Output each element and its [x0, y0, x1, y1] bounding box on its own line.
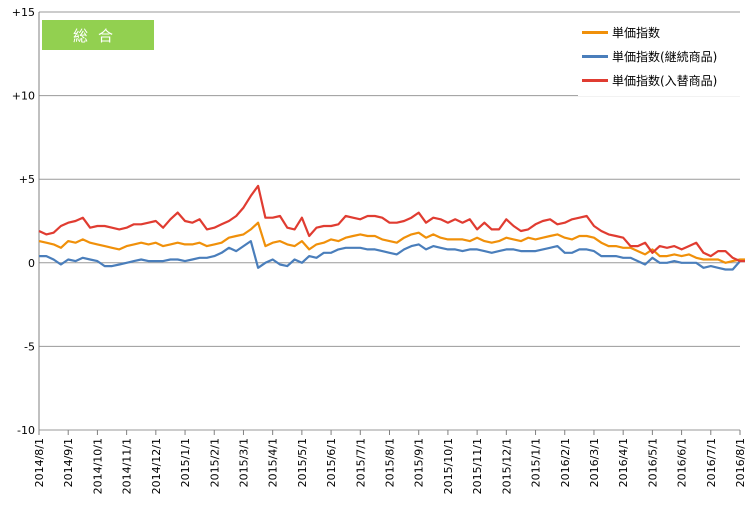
y-tick-label: +5 — [19, 173, 35, 186]
legend-label: 単価指数(継続商品) — [612, 49, 718, 64]
x-tick-label: 2015/1/1 — [179, 438, 192, 487]
x-tick-label: 2014/8/1 — [33, 438, 46, 487]
x-tick-label: 2016/3/1 — [588, 438, 601, 487]
x-tick-label: 2015/5/1 — [296, 438, 309, 487]
x-tick-label: 2016/2/1 — [559, 438, 572, 487]
legend-label: 単価指数(入替商品) — [612, 73, 718, 88]
y-tick-label: -10 — [17, 424, 35, 437]
x-tick-label: 2015/9/1 — [413, 438, 426, 487]
x-tick-label: 2016/6/1 — [676, 438, 689, 487]
x-axis: 2014/8/1 2014/9/1 2014/10/1 2014/11/1 2014/1… — [33, 430, 745, 494]
x-tick-label: 2015/1/1 — [530, 438, 543, 487]
x-tick-label: 2014/9/1 — [62, 438, 75, 487]
x-tick-label: 2016/5/1 — [646, 438, 659, 487]
x-tick-label: 2016/7/1 — [705, 438, 718, 487]
legend-item-continuing-products: 単価指数(継続商品) — [582, 48, 717, 64]
legend-label: 単価指数 — [612, 25, 661, 40]
y-tick-label: +15 — [12, 6, 35, 19]
legend-item-replacement-products: 単価指数(入替商品) — [582, 72, 717, 88]
series-line-0 — [38, 221, 745, 264]
x-tick-label: 2015/2/1 — [208, 438, 221, 487]
legend: 単価指数 単価指数(継続商品) 単価指数(入替商品) — [578, 14, 745, 96]
legend-swatch-blue — [582, 54, 608, 58]
series-line-1 — [39, 240, 745, 271]
y-axis: +15 +10 +5 0 -5 -10 — [12, 6, 40, 437]
legend-swatch-red — [582, 78, 608, 82]
y-tick-label: +10 — [12, 90, 35, 103]
series-line-2 — [38, 184, 745, 263]
x-tick-label: 2015/6/1 — [325, 438, 338, 487]
x-tick-label: 2015/10/1 — [442, 438, 455, 494]
x-tick-label: 2015/4/1 — [267, 438, 280, 487]
legend-swatch-orange — [582, 30, 608, 34]
x-tick-label: 2015/7/1 — [354, 438, 367, 487]
series-lines — [38, 184, 745, 271]
x-tick-label: 2016/4/1 — [617, 438, 630, 487]
legend-item-unit-price-index: 単価指数 — [582, 24, 660, 40]
x-tick-label: 2015/3/1 — [237, 438, 250, 487]
y-tick-label: 0 — [28, 257, 35, 270]
x-tick-label: 2015/12/1 — [500, 438, 513, 494]
x-tick-label: 2015/11/1 — [471, 438, 484, 494]
x-tick-label: 2014/11/1 — [121, 438, 134, 494]
x-tick-label: 2014/10/1 — [91, 438, 104, 494]
x-tick-label: 2014/12/1 — [150, 438, 163, 494]
total-badge: 総合 — [42, 20, 154, 50]
x-tick-label: 2015/8/1 — [384, 438, 397, 487]
y-tick-label: -5 — [24, 340, 35, 353]
x-tick-label: 2016/8/1 — [734, 438, 745, 487]
